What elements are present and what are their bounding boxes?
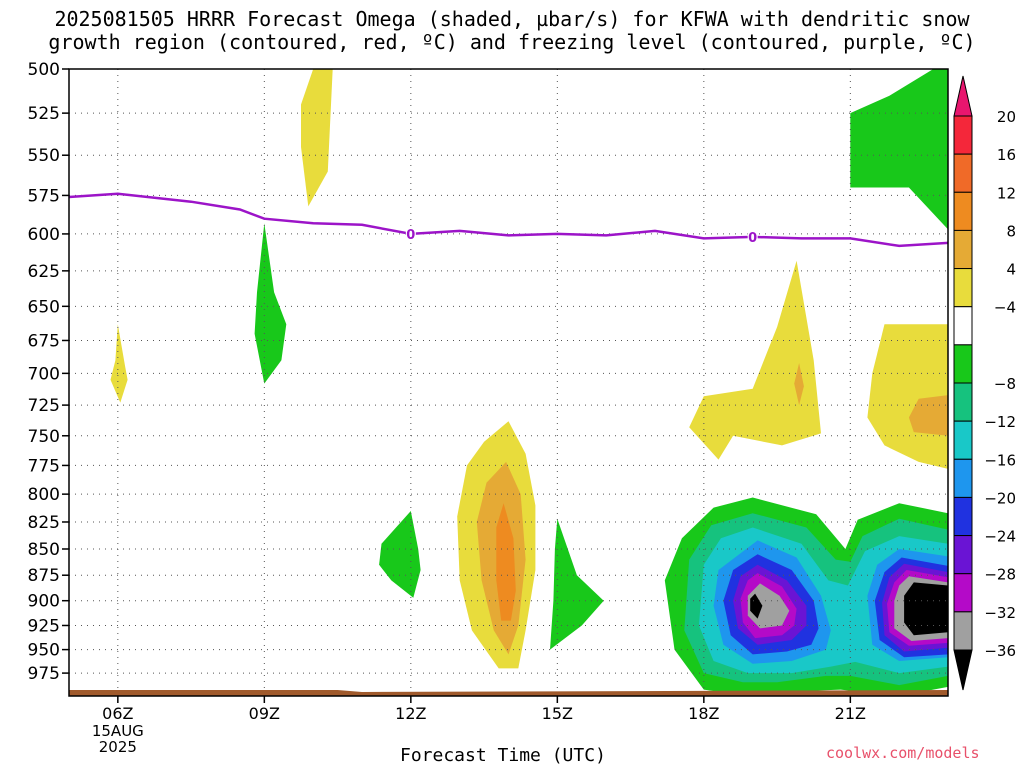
y-tick-label-975: 975	[28, 664, 60, 684]
freezing-level-line	[68, 192, 949, 248]
colorbar-label-6: −8	[994, 375, 1016, 393]
colorbar-label-10: −24	[984, 528, 1016, 546]
y-tick-label-800: 800	[28, 485, 60, 505]
y-tick-label-500: 500	[28, 60, 60, 80]
omega-region-4	[550, 518, 604, 650]
plot-border	[68, 68, 949, 697]
colorbar-label-2: 12	[997, 184, 1016, 202]
omega-region-3	[379, 511, 421, 598]
y-tick-label-850: 850	[28, 540, 60, 560]
freezing-label-bg-1	[747, 229, 758, 244]
x-tick-label-9: 09Z	[249, 704, 280, 723]
x-tick-label-18: 18Z	[688, 704, 719, 723]
colorbar-bin-5	[953, 268, 973, 308]
colorbar-label-4: 4	[1006, 261, 1016, 279]
omega-region-7	[496, 503, 516, 621]
omega-region-8	[689, 260, 821, 460]
colorbar-label-13: −36	[984, 642, 1016, 660]
colorbar-label-9: −20	[984, 489, 1016, 507]
colorbar-bottom-arrow	[953, 649, 973, 691]
y-tick-label-875: 875	[28, 566, 60, 586]
y-tick-label-825: 825	[28, 513, 60, 533]
colorbar-bin-4	[953, 229, 973, 270]
colorbar-label-0: 20	[997, 108, 1016, 126]
y-tick-label-750: 750	[28, 427, 60, 447]
colorbar-bin-7	[953, 344, 973, 384]
x-tick-label-21: 21Z	[835, 704, 866, 723]
grid-lines	[69, 68, 948, 696]
y-tick-label-525: 525	[28, 104, 60, 124]
x-date-label-1: 2025	[99, 738, 137, 756]
omega-region-27	[904, 582, 948, 636]
x-axis-label: Forecast Time (UTC)	[400, 745, 606, 766]
omega-region-9	[794, 363, 804, 406]
terrain-strip	[69, 690, 948, 696]
colorbar-bin-6	[953, 306, 973, 346]
y-axis: 500 525 550 575 600 625 650 675 700 725 750 775 800 8…	[28, 60, 69, 684]
y-tick-label-775: 775	[28, 456, 60, 476]
title-line-1: 2025081505 HRRR Forecast Omega (shaded, …	[54, 7, 970, 31]
chart-title: 2025081505 HRRR Forecast Omega (shaded, …	[0, 8, 1024, 54]
colorbar-bin-14	[953, 611, 973, 651]
y-tick-label-925: 925	[28, 616, 60, 636]
freezing-level-label-1: 0	[748, 231, 757, 246]
colorbar-label-5: −4	[994, 299, 1016, 317]
omega-region-24	[747, 583, 790, 629]
colorbar-bin-10	[953, 458, 973, 498]
x-tick-label-12: 12Z	[395, 704, 426, 723]
colorbar-bin-11	[953, 496, 973, 537]
omega-region-10	[867, 324, 948, 469]
colorbar-label-8: −16	[984, 451, 1016, 469]
freezing-level-label-0: 0	[406, 228, 415, 243]
plot-frame	[68, 68, 949, 697]
y-tick-label-725: 725	[28, 396, 60, 416]
colorbar-bin-3	[953, 191, 973, 231]
omega-shading	[110, 69, 948, 696]
colorbar-bin-2	[953, 153, 973, 193]
colorbar-bin-13	[953, 573, 973, 613]
omega-region-1	[110, 324, 128, 403]
colorbar-bin-1	[953, 115, 973, 155]
omega-region-0	[301, 69, 333, 207]
x-date-label-0: 15AUG	[92, 722, 144, 740]
y-tick-label-625: 625	[28, 262, 60, 282]
colorbar-top-arrow	[953, 75, 973, 117]
omega-region-26	[750, 593, 763, 619]
y-tick-label-575: 575	[28, 186, 60, 206]
colorbar-label-12: −32	[984, 604, 1016, 622]
title-line-2: growth region (contoured, red, ºC) and f…	[48, 30, 976, 54]
y-tick-label-600: 600	[28, 225, 60, 245]
y-tick-label-675: 675	[28, 331, 60, 351]
colorbar-bin-9	[953, 420, 973, 460]
freezing-label-bg-0	[405, 226, 416, 241]
colorbar-label-3: 8	[1006, 222, 1016, 240]
colorbar-label-7: −12	[984, 413, 1016, 431]
colorbar-bin-12	[953, 535, 973, 575]
omega-region-11	[908, 395, 948, 436]
x-tick-label-6: 06Z	[102, 704, 133, 723]
colorbar: 20 16 12 8 4 −4 −8 −12 −16 −20 −24 −28 −32 −36	[953, 75, 1016, 691]
colorbar-bin-8	[953, 382, 973, 422]
terrain	[69, 690, 948, 696]
y-tick-label-950: 950	[28, 641, 60, 661]
omega-region-2	[254, 223, 287, 384]
watermark: coolwx.com/models	[826, 744, 980, 762]
y-tick-label-700: 700	[28, 364, 60, 384]
colorbar-label-1: 16	[997, 146, 1016, 164]
colorbar-label-11: −28	[984, 566, 1016, 584]
y-tick-label-550: 550	[28, 146, 60, 166]
x-tick-label-15: 15Z	[542, 704, 573, 723]
y-tick-label-650: 650	[28, 297, 60, 317]
omega-region-12	[850, 69, 948, 230]
y-tick-label-900: 900	[28, 592, 60, 612]
